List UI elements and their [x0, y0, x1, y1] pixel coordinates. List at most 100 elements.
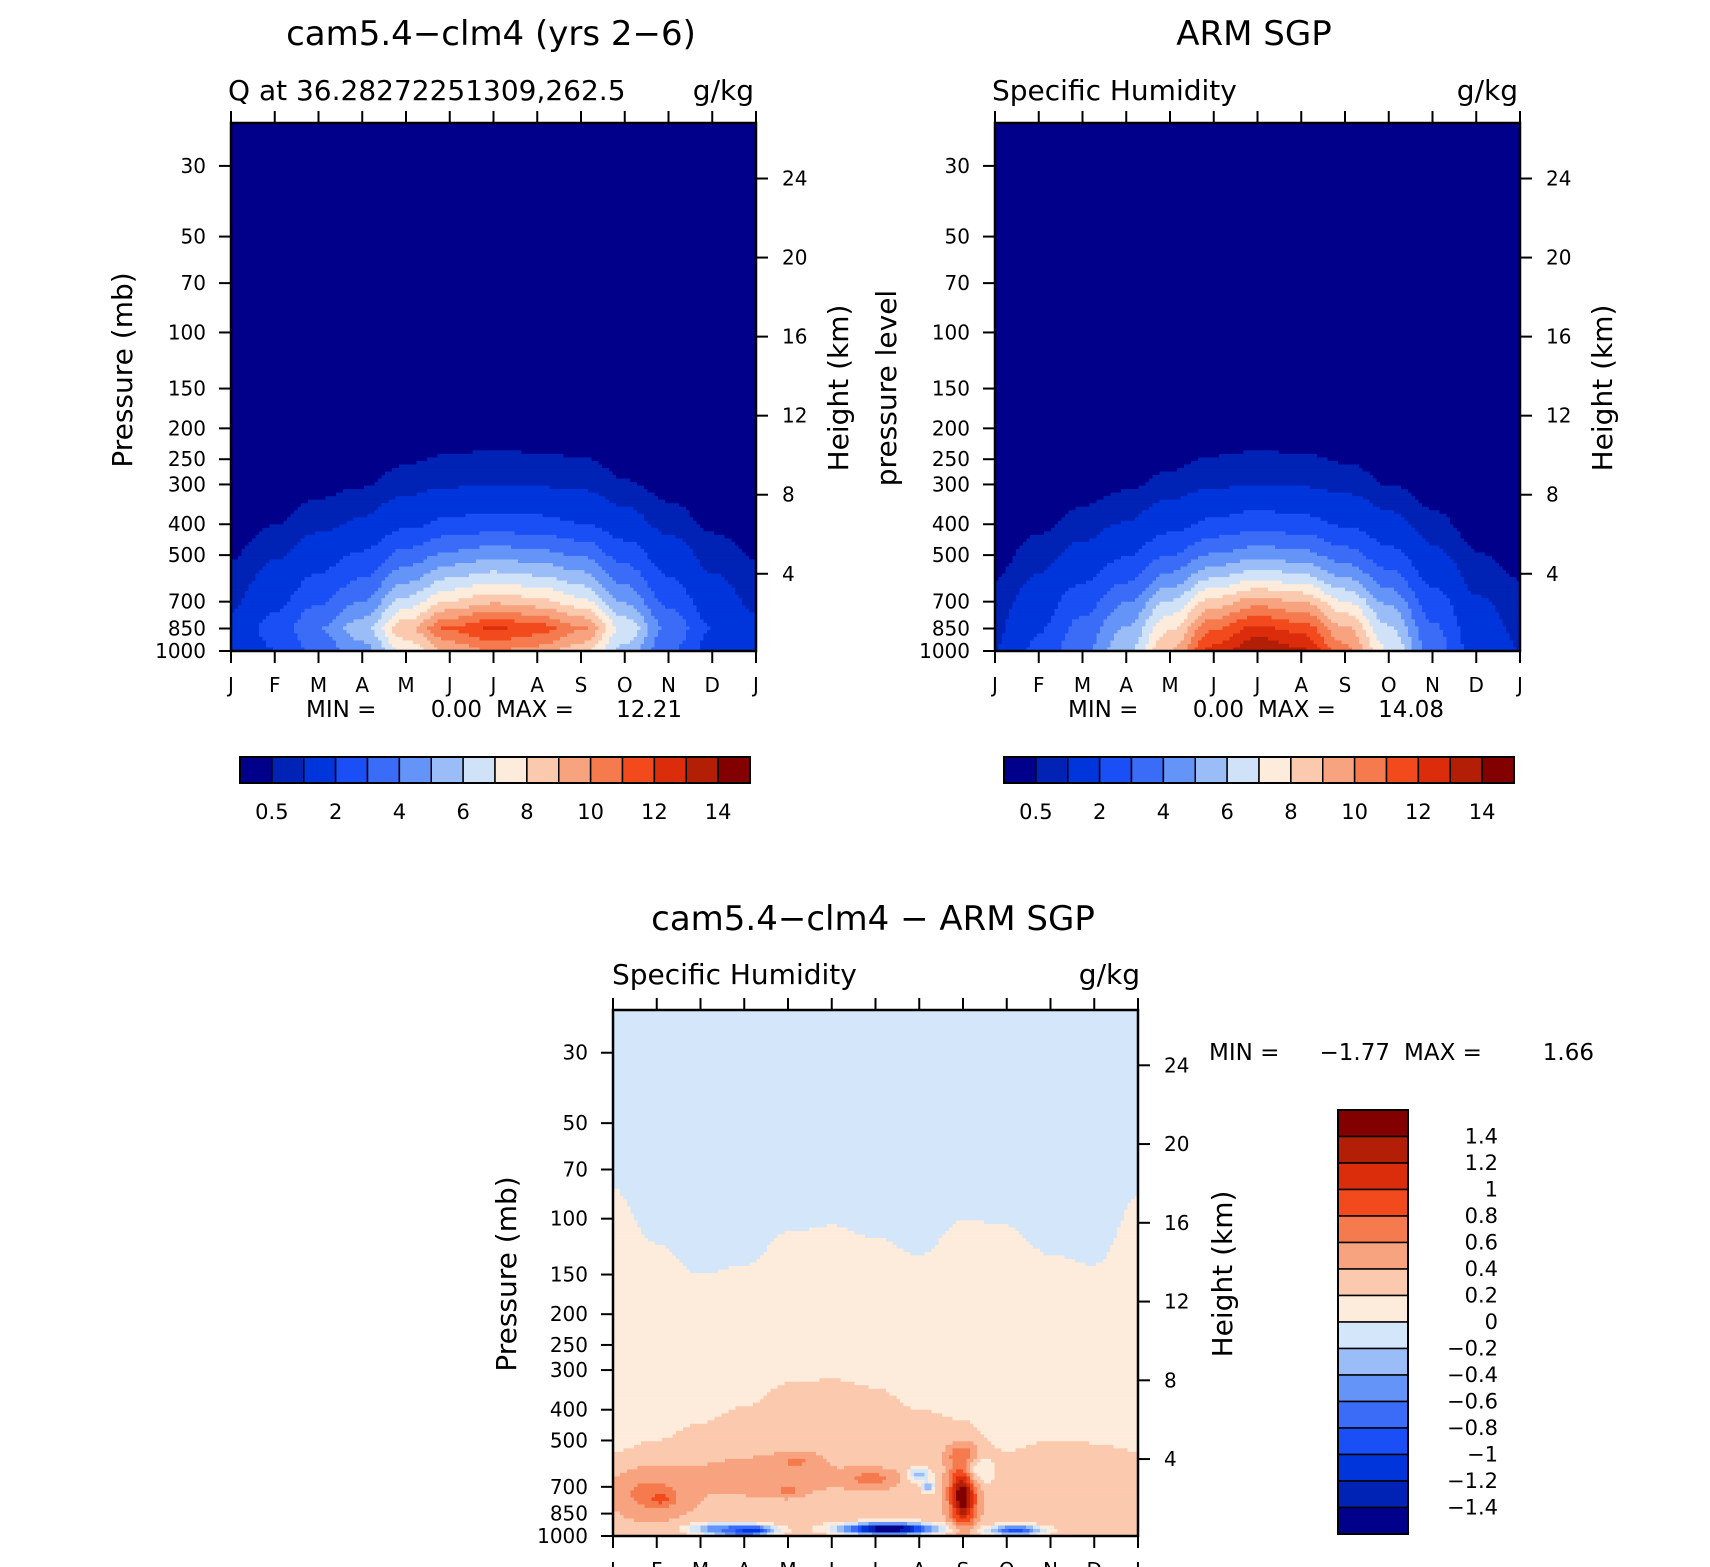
panel-diff-cell [613, 1097, 1139, 1102]
panel-diff-cell [935, 1476, 943, 1481]
panel-obs-cell [1110, 612, 1140, 617]
panel-diff-cell [942, 1483, 950, 1488]
panel-model-xtick-label: J [445, 673, 453, 697]
panel-obs-cell [1142, 629, 1154, 634]
panel-obs-cell [1324, 640, 1343, 645]
panel-obs-cell [1054, 608, 1094, 613]
panel-model-cell [420, 643, 435, 649]
panel-diff-cell [949, 1504, 954, 1509]
panel-model-cell [269, 612, 302, 617]
panel-model-cell [647, 580, 680, 585]
panel-diff-cell [970, 1486, 975, 1492]
panel-diff-cell [959, 1479, 964, 1484]
panel-obs-cell [1327, 489, 1409, 494]
panel-model-cell [241, 548, 292, 554]
panel-obs-cell [1285, 559, 1336, 564]
panel-diff-cell [767, 1244, 898, 1250]
panel-model-cell [469, 633, 533, 638]
panel-obs-cell [1401, 612, 1413, 617]
panel-diff-cell [1029, 1528, 1034, 1534]
panel-model-cell [633, 566, 659, 571]
panel-diff-cell [802, 1462, 831, 1467]
panel-obs-cell [1180, 566, 1206, 571]
panel-model-cell [591, 587, 607, 592]
panel-diff-cell [613, 1178, 1139, 1183]
panel-diff-cell [977, 1507, 985, 1513]
panel-diff-cell [774, 1521, 824, 1527]
panel-model-cell [423, 587, 456, 592]
panel-obs-cell [995, 591, 1021, 596]
panel-diff-cell [809, 1227, 849, 1232]
panel-diff-cell [613, 1395, 765, 1400]
panel-model-colorbar-swatch [685, 756, 719, 784]
panel-obs-cell [1327, 601, 1353, 606]
panel-obs-cell [1194, 633, 1206, 638]
panel-obs-colorbar-swatch [1417, 756, 1451, 784]
panel-model-cell [395, 622, 421, 627]
panel-model-cell [399, 566, 439, 571]
panel-obs-cell [1324, 622, 1339, 627]
panel-model-cell [231, 320, 757, 325]
panel-model-cell [745, 605, 757, 610]
panel-diff-ytick-label: 300 [550, 1358, 588, 1382]
panel-diff-cell [707, 1528, 723, 1534]
panel-obs-cell [1331, 629, 1357, 634]
panel-obs-cell [1107, 591, 1143, 596]
panel-diff-xtick-label: J [1133, 1558, 1141, 1567]
panel-obs-cell [1184, 548, 1234, 554]
panel-model-cell [364, 548, 397, 554]
panel-diff-cell [945, 1525, 950, 1530]
panel-model-cell [700, 559, 757, 564]
panel-diff-cell [970, 1462, 978, 1467]
panel-diff-cell [1001, 1528, 1010, 1534]
panel-model-cell [231, 584, 250, 589]
panel-obs-cell [1289, 629, 1318, 634]
panel-diff-cell [942, 1486, 947, 1492]
panel-obs-cell [1310, 636, 1325, 642]
panel-model-cell [378, 506, 635, 511]
panel-model-cell [609, 605, 635, 610]
panel-model-cell [388, 605, 414, 610]
panel-diff-colorbar-label: −0.4 [1447, 1363, 1498, 1387]
panel-model-cell [749, 555, 757, 561]
panel-model: cam5.4−clm4 (yrs 2−6) Q at 36.2827225130… [106, 14, 855, 824]
panel-model-cell [560, 517, 645, 522]
panel-diff-cell [700, 1500, 943, 1506]
panel-diff-cell [770, 1528, 775, 1534]
panel-diff-cell [991, 1528, 999, 1534]
panel-model-cell [374, 633, 386, 638]
panel-model-cell [430, 538, 575, 543]
panel-obs-cell [1383, 647, 1406, 652]
panel-obs-cell [1394, 510, 1441, 515]
panel-model-cell [689, 513, 757, 518]
panel-obs-cell [1369, 591, 1399, 596]
panel-model-cell [542, 513, 645, 518]
panel-obs-cell [1327, 626, 1353, 631]
panel-obs-cell [1408, 605, 1423, 610]
panel-diff-cell [623, 1448, 947, 1453]
panel-model-cell [322, 626, 344, 631]
panel-diff-cell [935, 1490, 943, 1495]
panel-model-cell [423, 619, 439, 624]
panel-obs-cell [1243, 626, 1276, 631]
panel-obs-cell [1138, 636, 1150, 642]
panel-model-cell [413, 640, 432, 645]
panel-obs-cell [995, 126, 1521, 131]
panel-model-cell [231, 189, 757, 194]
panel-obs-cell [1145, 647, 1154, 652]
panel-model-cell [259, 629, 295, 634]
panel-model-cell [574, 520, 649, 525]
panel-obs-cell [1187, 563, 1227, 568]
panel-obs-cell [1355, 591, 1371, 596]
panel-model-cell [231, 499, 309, 504]
panel-diff-cell [991, 1441, 1038, 1446]
panel-obs-cell [995, 182, 1521, 187]
panel-obs-xtick-label: J [1209, 673, 1217, 697]
panel-model-cell [350, 633, 376, 638]
panel-diff-cell [725, 1458, 789, 1463]
panel-obs-cell [1201, 612, 1231, 617]
panel-diff-cell [977, 1448, 1003, 1453]
panel-diff-cell [658, 1500, 663, 1506]
panel-model-cell [381, 640, 390, 645]
